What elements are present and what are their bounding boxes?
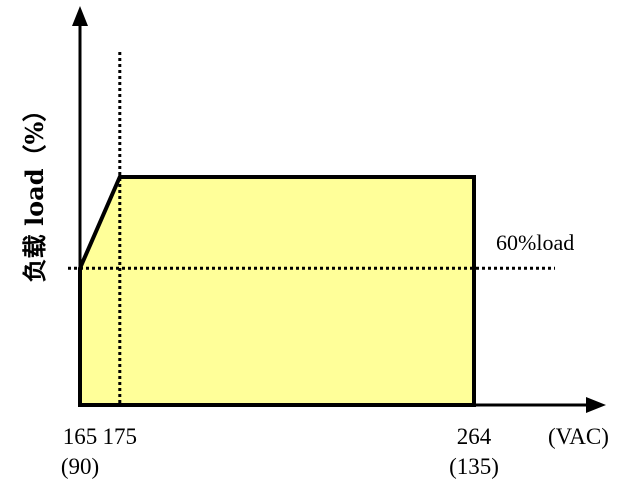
reference-label-60: 60%load <box>496 230 574 255</box>
chart-marks: 60%load <box>68 52 574 407</box>
y-axis-label: 负载 load（%） <box>20 98 49 283</box>
x-tick-label-264: 264 <box>457 424 492 449</box>
x-tick-sublabel-165: (90) <box>61 454 99 479</box>
x-tick-label-175: 175 <box>103 424 138 449</box>
x-tick-labels: 165 (90)175 264 (135) <box>61 424 499 479</box>
y-axis-arrow <box>72 6 88 26</box>
x-tick-label-165: 165 <box>63 424 98 449</box>
x-axis-arrow <box>586 397 606 413</box>
x-tick-sublabel-264: (135) <box>449 454 499 479</box>
operating-area <box>78 175 476 407</box>
x-axis-unit: (VAC) <box>548 424 609 449</box>
